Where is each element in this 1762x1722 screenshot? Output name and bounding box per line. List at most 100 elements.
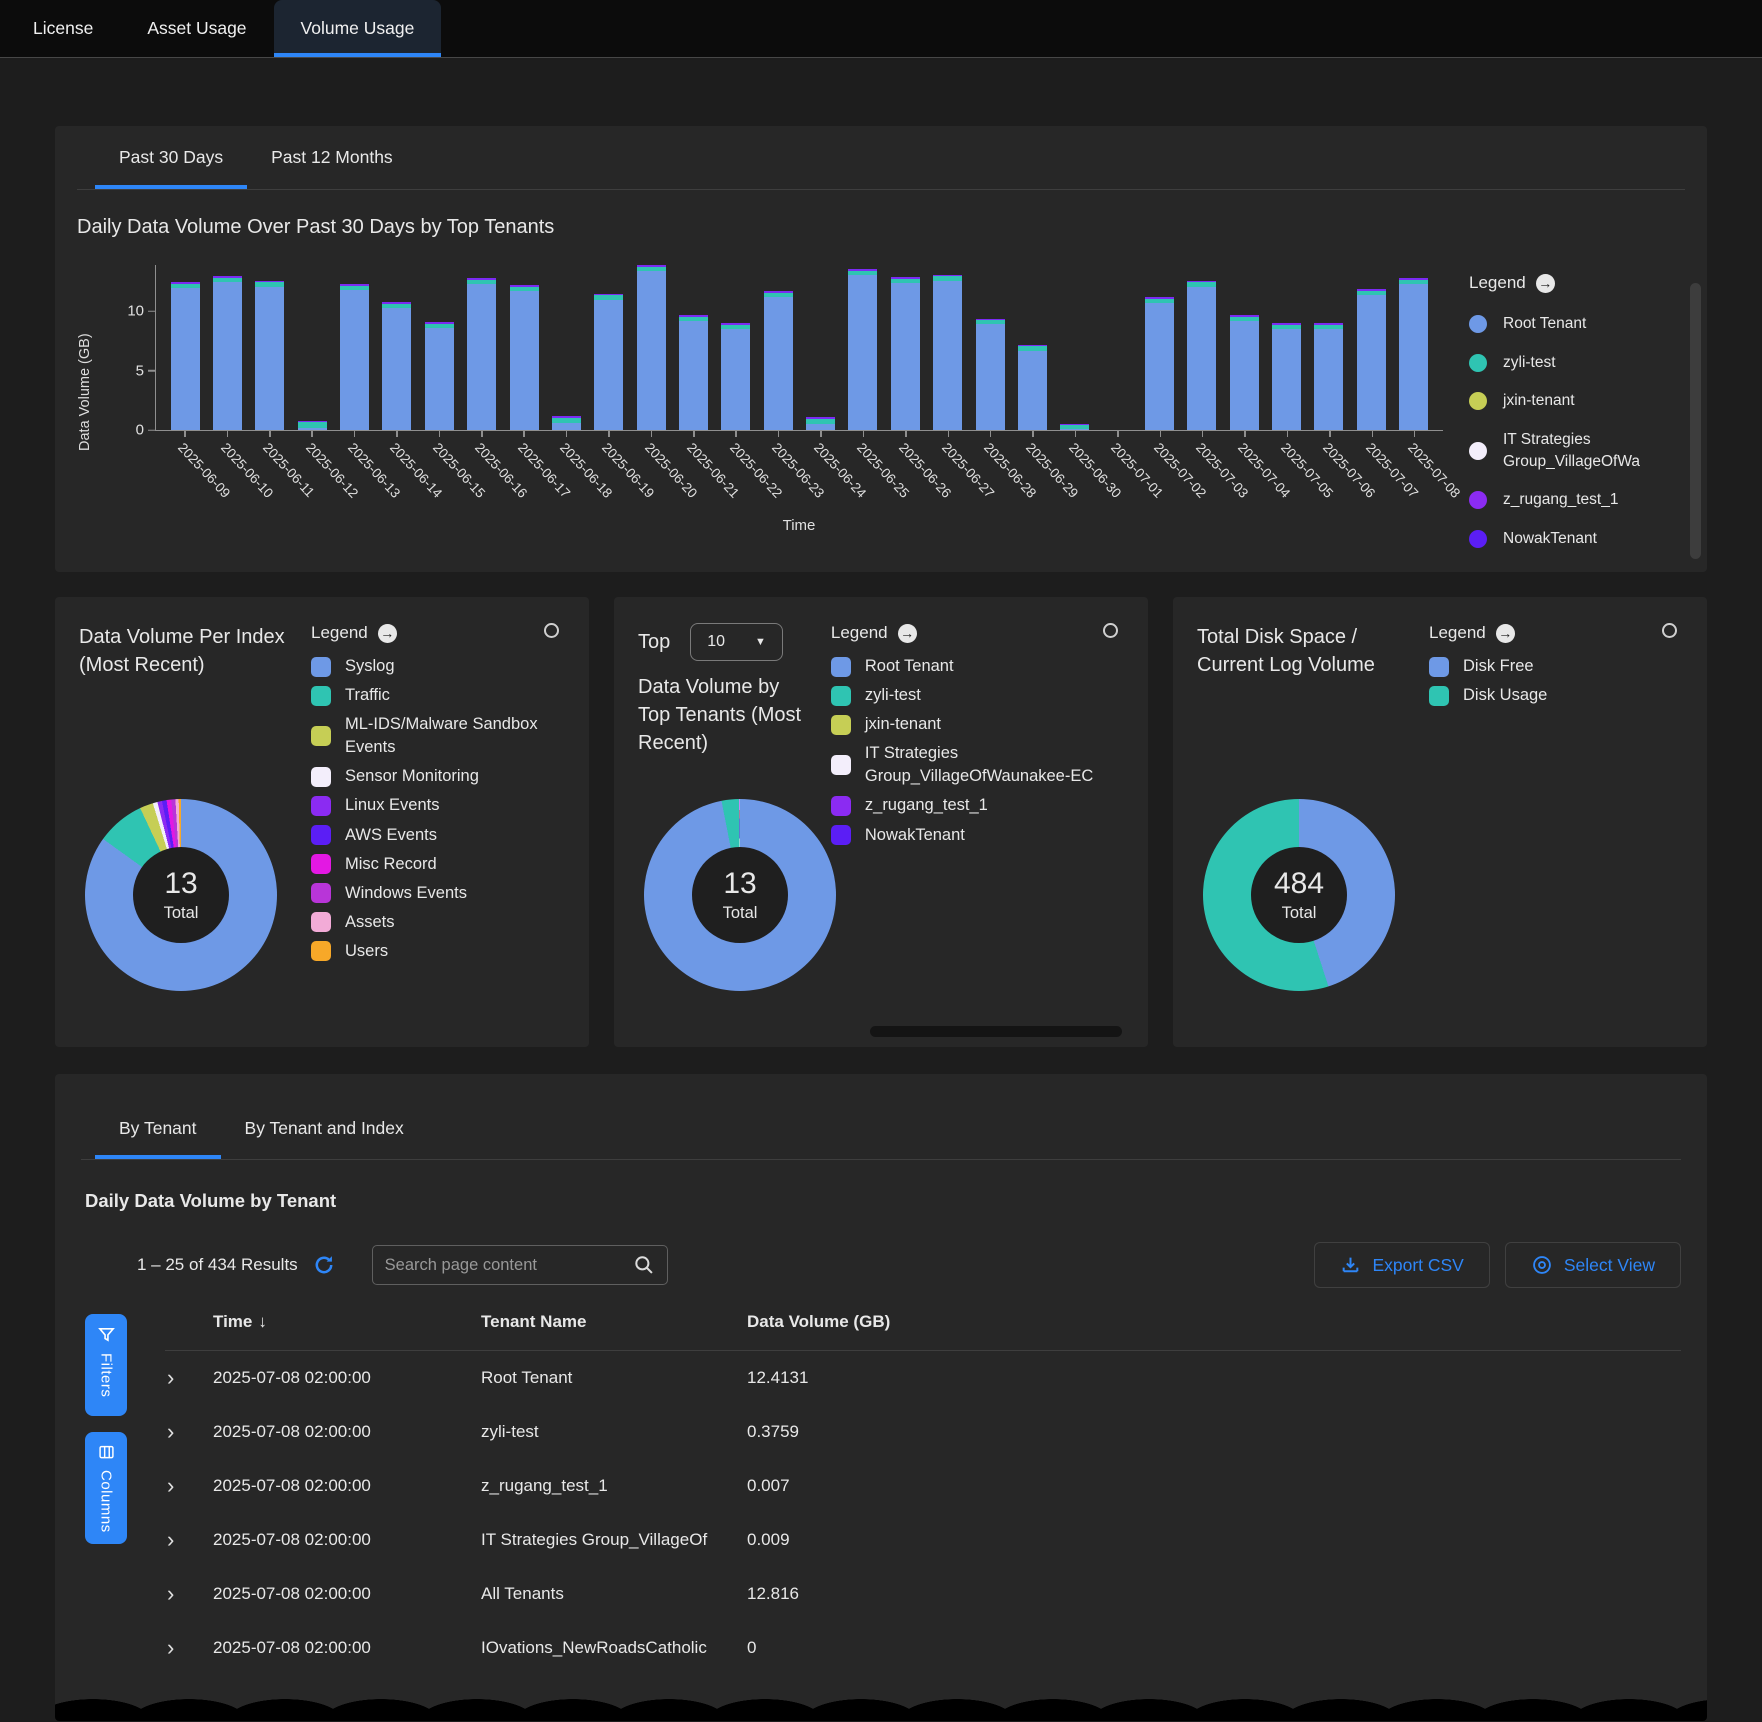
tab-by-tenant[interactable]: By Tenant: [95, 1074, 221, 1159]
col-header-time[interactable]: Time ↓: [213, 1312, 267, 1331]
col-header-tenant-name[interactable]: Tenant Name: [481, 1312, 587, 1331]
tab-past-30-days[interactable]: Past 30 Days: [95, 126, 247, 189]
legend-expand-icon[interactable]: →: [897, 623, 917, 643]
bar-2025-06-17[interactable]: [503, 265, 545, 430]
legend-item[interactable]: Syslog: [311, 655, 565, 678]
tab-past-12-months[interactable]: Past 12 Months: [271, 147, 393, 167]
panel-status-icon[interactable]: [544, 623, 559, 638]
bar-2025-06-15[interactable]: [418, 265, 460, 430]
row-expand-chevron-icon[interactable]: ›: [167, 1581, 175, 1606]
bar-2025-06-30[interactable]: [1054, 265, 1096, 430]
bar-2025-06-22[interactable]: [715, 265, 757, 430]
tab-by-tenant-and-index[interactable]: By Tenant and Index: [244, 1118, 404, 1138]
legend-item[interactable]: Misc Record: [311, 853, 565, 876]
export-csv-button[interactable]: Export CSV: [1314, 1242, 1490, 1288]
legend-item[interactable]: zyli-test: [1469, 352, 1681, 374]
bar-2025-07-01[interactable]: [1096, 265, 1138, 430]
legend-item[interactable]: Users: [311, 940, 565, 963]
legend-item[interactable]: jxin-tenant: [830, 713, 1124, 736]
refresh-icon[interactable]: [312, 1253, 336, 1277]
bar-2025-07-07[interactable]: [1350, 265, 1392, 430]
bar-2025-06-26[interactable]: [884, 265, 926, 430]
row-expand-chevron-icon[interactable]: ›: [167, 1635, 175, 1660]
bar-2025-06-19[interactable]: [588, 265, 630, 430]
legend-item[interactable]: IT Strategies Group_VillageOfWa: [1469, 429, 1681, 472]
legend-item[interactable]: IT Strategies Group_VillageOfWaunakee-EC: [830, 742, 1124, 788]
legend-swatch-icon: [311, 726, 331, 747]
panel-status-icon[interactable]: [1103, 623, 1118, 638]
legend-item[interactable]: NowakTenant: [1469, 528, 1681, 550]
bar-2025-06-14[interactable]: [376, 265, 418, 430]
legend-item[interactable]: Root Tenant: [1469, 313, 1681, 335]
legend-expand-icon[interactable]: →: [1495, 623, 1515, 643]
bar-2025-06-23[interactable]: [757, 265, 799, 430]
legend-item[interactable]: Linux Events: [311, 794, 565, 817]
legend-expand-icon[interactable]: →: [377, 623, 397, 643]
legend-item[interactable]: AWS Events: [311, 824, 565, 847]
bar-2025-06-09[interactable]: [164, 265, 206, 430]
bar-2025-07-03[interactable]: [1181, 265, 1223, 430]
legend-item[interactable]: Sensor Monitoring: [311, 765, 565, 788]
legend-item[interactable]: NowakTenant: [830, 824, 1124, 847]
legend-expand-icon[interactable]: →: [1535, 273, 1555, 293]
disk-donut-chart[interactable]: 484 Total: [1203, 799, 1395, 991]
legend-swatch-icon: [1469, 529, 1487, 548]
bar-2025-06-10[interactable]: [206, 265, 248, 430]
row-expand-chevron-icon[interactable]: ›: [167, 1365, 175, 1390]
bar-2025-07-02[interactable]: [1138, 265, 1180, 430]
filters-button[interactable]: Filters: [85, 1314, 127, 1416]
bar-2025-06-24[interactable]: [799, 265, 841, 430]
tab-volume-usage[interactable]: Volume Usage: [273, 0, 442, 57]
search-icon[interactable]: [633, 1254, 655, 1276]
tenants-donut-chart[interactable]: 13 Total: [644, 799, 836, 991]
bar-segment: [636, 271, 666, 430]
bar-segment: [509, 287, 539, 292]
bar-segment: [806, 419, 836, 425]
bar-2025-07-04[interactable]: [1223, 265, 1265, 430]
bar-2025-07-06[interactable]: [1308, 265, 1350, 430]
index-donut-chart[interactable]: 13 Total: [85, 799, 277, 991]
legend-item[interactable]: Disk Usage: [1429, 684, 1547, 707]
legend-item[interactable]: Assets: [311, 911, 565, 934]
horizontal-scrollbar[interactable]: [870, 1026, 1122, 1037]
bar-segment: [594, 293, 624, 296]
legend-item[interactable]: Windows Events: [311, 882, 565, 905]
legend-item[interactable]: Traffic: [311, 684, 565, 707]
legend-scrollbar[interactable]: [1690, 283, 1701, 559]
row-expand-chevron-icon[interactable]: ›: [167, 1419, 175, 1444]
bar-2025-06-21[interactable]: [672, 265, 714, 430]
bar-2025-06-18[interactable]: [545, 265, 587, 430]
bar-2025-06-11[interactable]: [249, 265, 291, 430]
row-expand-chevron-icon[interactable]: ›: [167, 1527, 175, 1552]
tab-license[interactable]: License: [33, 18, 94, 38]
daily-volume-table-panel: By Tenant By Tenant and Index Daily Data…: [55, 1074, 1707, 1721]
columns-button[interactable]: Columns: [85, 1432, 127, 1544]
bar-2025-06-16[interactable]: [461, 265, 503, 430]
legend-item[interactable]: ML-IDS/Malware Sandbox Events: [311, 713, 565, 759]
top-n-select[interactable]: 10 ▼: [690, 623, 783, 661]
legend-item[interactable]: jxin-tenant: [1469, 390, 1681, 412]
bar-segment: [806, 424, 836, 430]
legend-item[interactable]: Root Tenant: [830, 655, 1124, 678]
bar-2025-07-05[interactable]: [1265, 265, 1307, 430]
bar-segment: [213, 277, 243, 282]
legend-item[interactable]: z_rugang_test_1: [830, 794, 1124, 817]
bar-2025-06-27[interactable]: [926, 265, 968, 430]
row-expand-chevron-icon[interactable]: ›: [167, 1473, 175, 1498]
donut-total-value: 13: [164, 867, 198, 900]
tab-asset-usage[interactable]: Asset Usage: [147, 18, 247, 38]
bar-2025-07-08[interactable]: [1392, 265, 1434, 430]
legend-item[interactable]: Disk Free: [1429, 655, 1547, 678]
search-input[interactable]: [384, 1255, 633, 1275]
col-header-data-volume[interactable]: Data Volume (GB): [747, 1312, 891, 1331]
bar-2025-06-20[interactable]: [630, 265, 672, 430]
bar-2025-06-13[interactable]: [333, 265, 375, 430]
legend-item[interactable]: z_rugang_test_1: [1469, 489, 1681, 511]
legend-item[interactable]: zyli-test: [830, 684, 1124, 707]
bar-2025-06-28[interactable]: [969, 265, 1011, 430]
bar-2025-06-12[interactable]: [291, 265, 333, 430]
bar-2025-06-29[interactable]: [1011, 265, 1053, 430]
bar-2025-06-25[interactable]: [842, 265, 884, 430]
panel-status-icon[interactable]: [1662, 623, 1677, 638]
select-view-button[interactable]: Select View: [1504, 1242, 1681, 1288]
